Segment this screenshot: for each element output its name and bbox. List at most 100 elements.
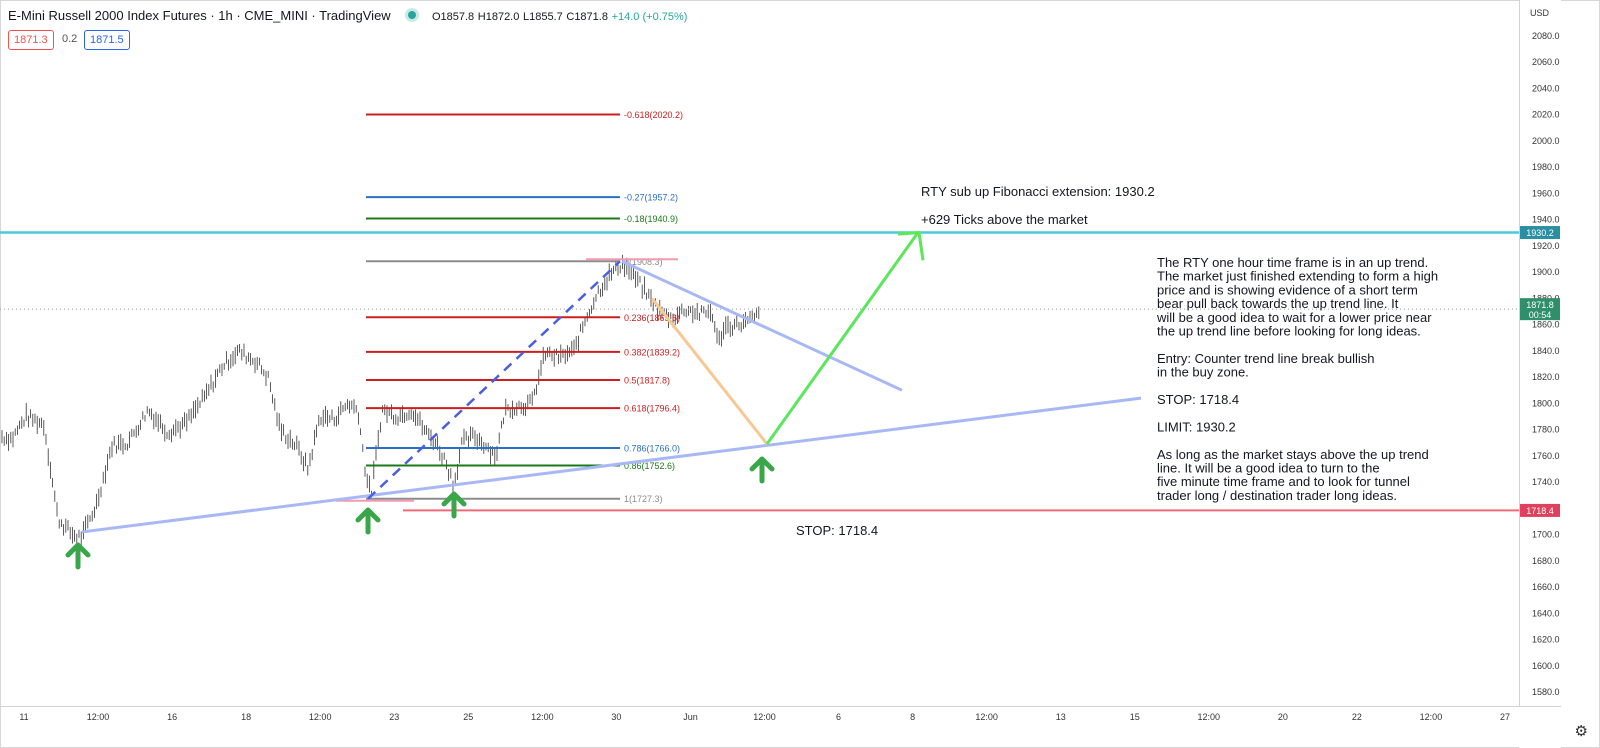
time-tick-label: 12:00 [531,712,554,722]
fib-level-label: -0.27(1957.2) [624,193,678,203]
price-tick-label: 1680.0 [1532,556,1560,566]
fib-level-label: 1(1727.3) [624,494,663,504]
fib-level-label: 0.382(1839.2) [624,347,680,357]
price-tick-label: 2080.0 [1532,31,1560,41]
price-tick-label: 2060.0 [1532,57,1560,67]
analysis-text-line: As long as the market stays above the up… [1157,447,1429,462]
arrow-head [355,507,381,523]
analysis-text-line: The RTY one hour time frame is in an up … [1157,255,1428,270]
time-tick-label: 16 [167,712,177,722]
analysis-text-line: line. It will be a good idea to turn to … [1157,461,1380,476]
analysis-text-line: Entry: Counter trend line break bullish [1157,351,1375,366]
chart-legend: E-Mini Russell 2000 Index Futures · 1h ·… [8,8,687,23]
analysis-text-line: The market just finished extending to fo… [1157,269,1438,284]
pullback-projection-line[interactable] [650,297,769,445]
stop-price-tag-bg [1520,503,1560,517]
bid-price-button[interactable]: 1871.3 [8,30,54,50]
price-tick-label: 1960.0 [1532,188,1560,198]
price-tick-label: 1660.0 [1532,582,1560,592]
price-tick-label: 1780.0 [1532,425,1560,435]
fib-level-label: 0(1908.3) [624,257,663,267]
last-price-tag-timer: 00:54 [1529,310,1552,320]
price-tick-label: 1740.0 [1532,477,1560,487]
analysis-text-line: the up trend line before looking for lon… [1157,324,1421,339]
price-tick-label: 1760.0 [1532,451,1560,461]
ohlc-change: +14.0 (+0.75%) [611,11,688,23]
target-annotation-title: RTY sub up Fibonacci extension: 1930.2 [921,184,1155,199]
time-tick-label: 12:00 [87,712,110,722]
time-tick-label: 22 [1352,712,1362,722]
price-tick-label: 2020.0 [1532,110,1560,120]
price-tick-label: 1620.0 [1532,635,1560,645]
price-tick-label: 1920.0 [1532,241,1560,251]
arrow-head [65,542,91,558]
analysis-text-line: price and is showing evidence of a short… [1157,282,1418,297]
currency-label: USD [1530,8,1550,18]
time-tick-label: 25 [463,712,473,722]
settings-gear-icon[interactable]: ⚙ [1574,723,1588,740]
arrow-head [749,456,775,472]
time-tick-label: 6 [836,712,841,722]
downtrend-line[interactable] [621,259,903,392]
analysis-text-line: will be a good idea to wait for a lower … [1156,310,1432,325]
fib-level-label: 0.618(1796.4) [624,404,680,414]
time-tick-label: 20 [1278,712,1288,722]
fib-anchor-line[interactable] [367,260,621,500]
time-tick-label: 23 [389,712,399,722]
buy-zone-arrow-icon [355,507,381,535]
arrow-head [441,491,467,507]
price-tick-label: 1580.0 [1532,687,1560,697]
time-tick-label: 30 [611,712,621,722]
time-tick-label: Jun [683,712,698,722]
fib-level-label: -0.618(2020.2) [624,110,683,120]
analysis-text-line: LIMIT: 1930.2 [1157,419,1236,434]
price-tick-label: 1640.0 [1532,608,1560,618]
time-tick-label: 12:00 [1420,712,1443,722]
analysis-text-line: five minute time frame and to look for t… [1157,474,1410,489]
price-tick-label: 2040.0 [1532,83,1560,93]
price-tick-label: 1800.0 [1532,398,1560,408]
symbol-title[interactable]: E-Mini Russell 2000 Index Futures · 1h ·… [8,8,391,23]
spread-value: 0.2 [62,33,78,45]
bullish-projection-line[interactable] [765,231,920,445]
projection-arrowhead [897,230,925,261]
price-tick-label: 1980.0 [1532,162,1560,172]
time-tick-label: 11 [19,712,28,722]
fib-level-label: -0.18(1940.9) [624,214,678,224]
fib-level-label: 0.86(1752.6) [624,461,675,471]
time-tick-label: 12:00 [975,712,998,722]
stop-price-tag: 1718.4 [1526,506,1554,516]
stop-annotation: STOP: 1718.4 [796,523,878,538]
price-tick-label: 1820.0 [1532,372,1560,382]
ohlc-low: L1855.7 [522,11,563,23]
ohlc-close: C1871.8 [566,11,608,23]
time-tick-label: 12:00 [753,712,776,722]
analysis-text-line: STOP: 1718.4 [1157,392,1239,407]
price-tick-label: 1700.0 [1532,530,1560,540]
last-price-tag: 1871.8 [1526,300,1554,310]
buy-zone-arrow-icon [441,491,467,519]
ask-price-button[interactable]: 1871.5 [84,30,130,50]
time-tick-label: 12:00 [309,712,332,722]
time-tick-label: 12:00 [1198,712,1221,722]
price-tick-label: 1600.0 [1532,661,1560,671]
time-tick-label: 27 [1500,712,1510,722]
fib-level-label: 0.5(1817.8) [624,376,670,386]
fib-level-label: 0.786(1766.0) [624,443,680,453]
price-tick-label: 1840.0 [1532,346,1560,356]
time-tick-label: 8 [910,712,915,722]
last-price-tag-bg [1520,298,1560,321]
price-tick-label: 2000.0 [1532,136,1560,146]
analysis-text-line: trader long / destination trader long id… [1157,488,1397,503]
uptrend-line[interactable] [81,396,1142,534]
price-axis[interactable] [1519,0,1561,748]
time-tick-label: 15 [1130,712,1140,722]
buy-zone-arrow-icon [749,456,775,484]
ohlc-open: O1857.8 [431,11,475,23]
price-tick-label: 1860.0 [1532,320,1560,330]
analysis-text-line: bear pull back towards the up trend line… [1157,296,1399,311]
price-tick-label: 1940.0 [1532,215,1560,225]
price-tick-label: 1900.0 [1532,267,1560,277]
target-price-tag: 1930.2 [1526,228,1554,238]
